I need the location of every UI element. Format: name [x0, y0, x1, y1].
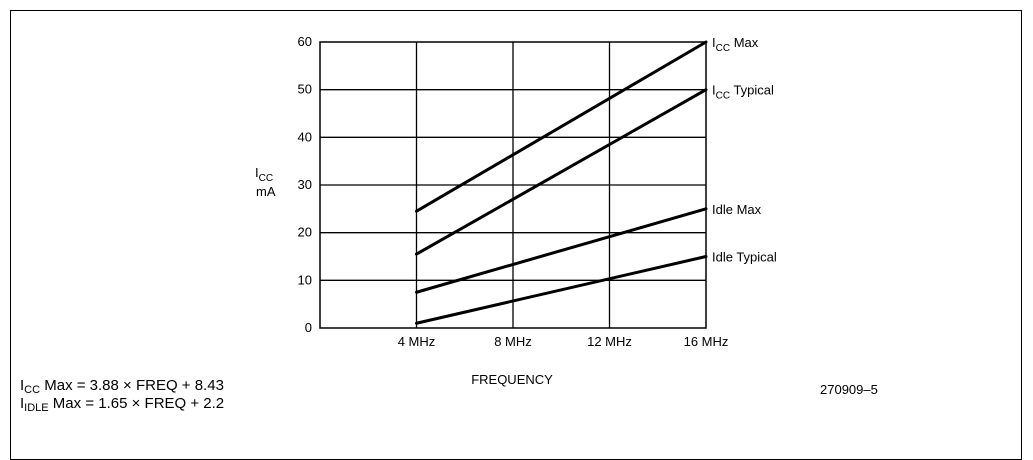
idle-max-formula: IIDLE Max = 1.65 × FREQ + 2.2	[20, 395, 224, 417]
icc-max-formula: ICC Max = 3.88 × FREQ + 8.43	[20, 377, 224, 399]
formula-rest: Max = 1.65 × FREQ + 2.2	[48, 395, 225, 412]
y-axis-unit: mA	[256, 184, 276, 199]
formula-main: I	[20, 395, 25, 412]
x-tick-label: 16 MHz	[684, 334, 729, 349]
formula-rest: Max = 3.88 × FREQ + 8.43	[40, 377, 224, 394]
y-axis-label-sub: CC	[259, 173, 273, 184]
x-axis-label: FREQUENCY	[471, 372, 553, 387]
chart-grid	[319, 41, 707, 329]
y-axis-label: ICC	[255, 165, 273, 184]
y-tick-label: 40	[298, 129, 312, 144]
series-label-3: Idle Typical	[712, 250, 777, 265]
y-tick-label: 60	[298, 34, 312, 49]
series-line-2	[415, 207, 708, 294]
x-tick-label: 4 MHz	[398, 334, 436, 349]
x-tick-label: 8 MHz	[494, 334, 532, 349]
formula-sub: CC	[24, 384, 41, 396]
series-label-2: Idle Max	[712, 202, 762, 217]
series-label-1: ICC Typical	[712, 83, 774, 102]
y-tick-label: 50	[298, 82, 312, 97]
y-tick-label: 20	[298, 225, 312, 240]
x-tick-labels: 4 MHz 8 MHz 12 MHz 16 MHz	[398, 334, 729, 349]
y-tick-label: 0	[305, 320, 312, 335]
current-vs-frequency-chart: 0 10 20 30 40 50 60 4 MHz 8 MHz 12 MHz 16 MHz ICC…	[255, 34, 777, 387]
figure-id: 270909–5	[820, 382, 878, 397]
series-lines	[415, 40, 708, 325]
series-labels: ICC Max ICC Typical Idle Max Idle Typical	[712, 35, 777, 265]
series-line-1	[415, 88, 708, 256]
series-line-3	[415, 255, 708, 325]
y-axis-label-main: I	[255, 165, 259, 180]
y-tick-label: 30	[298, 177, 312, 192]
formula-sub: IDLE	[24, 402, 49, 414]
formula-main: I	[20, 377, 25, 394]
series-line-0	[415, 40, 708, 213]
y-tick-label: 10	[298, 272, 312, 287]
y-tick-labels: 0 10 20 30 40 50 60	[298, 34, 312, 335]
series-label-0: ICC Max	[712, 35, 759, 54]
x-tick-label: 12 MHz	[587, 334, 632, 349]
